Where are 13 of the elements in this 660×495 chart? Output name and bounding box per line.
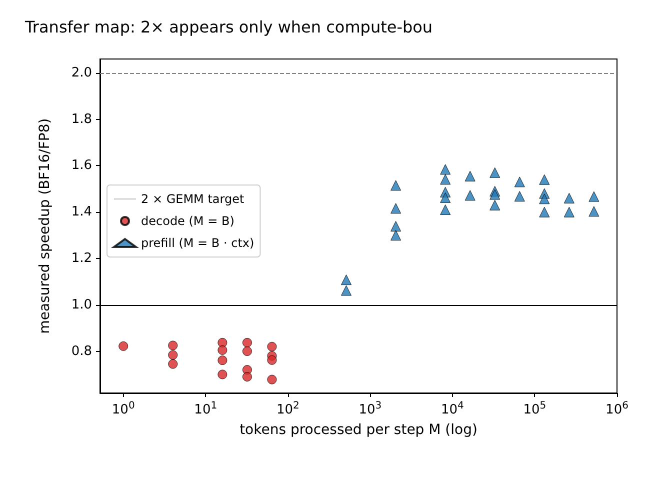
y-tick-label: 0.8 [71, 344, 92, 359]
y-tick-label: 1.6 [71, 158, 92, 174]
legend-label: 2 × GEMM target [141, 192, 244, 206]
x-axis-title: tokens processed per step M (log) [240, 422, 478, 438]
legend-label: prefill (M = B · ctx) [141, 236, 254, 250]
y-tick-label: 1.8 [71, 112, 92, 127]
y-tick-label: 1.4 [71, 204, 92, 220]
y-tick-label: 2.0 [71, 65, 92, 80]
y-axis-title: measured speedup (BF16/FP8) [37, 118, 53, 334]
y-tick-label: 1.0 [71, 297, 92, 312]
legend-label: decode (M = B) [141, 214, 234, 228]
y-tick-label: 1.2 [71, 250, 92, 266]
chart-title: Transfer map: 2× appears only when compute-bou [24, 18, 433, 36]
